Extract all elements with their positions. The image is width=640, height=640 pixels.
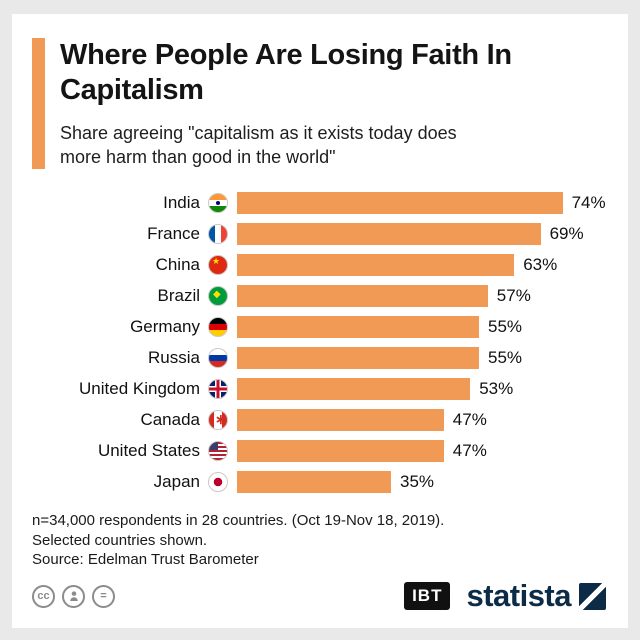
chart-row: Russia 55% (32, 342, 606, 373)
country-label: Brazil (157, 285, 200, 305)
chart-subtitle: Share agreeing "capitalism as it exists … (60, 122, 457, 168)
attribution-person-icon (62, 584, 85, 608)
country-label: Germany (130, 316, 200, 336)
japan-flag-icon (208, 471, 228, 492)
bar (237, 439, 444, 462)
note-line-1: n=34,000 respondents in 28 countries. (O… (32, 512, 445, 530)
united-kingdom-flag-icon (208, 378, 228, 399)
value-label: 69% (549, 223, 584, 243)
bar (237, 377, 471, 400)
country-label: China (155, 254, 200, 274)
source-line: Source: Edelman Trust Barometer (32, 551, 259, 569)
header: Where People Are Losing Faith In Capital… (32, 38, 606, 170)
note-line-2: Selected countries shown. (32, 531, 208, 549)
chart-row: India 74% (32, 187, 606, 218)
bar (237, 408, 444, 431)
canada-flag-icon (208, 409, 228, 430)
bar (237, 346, 479, 369)
country-label: United Kingdom (79, 378, 200, 398)
accent-bar (32, 38, 45, 170)
cc-icon: cc (32, 584, 55, 608)
bar (237, 191, 563, 214)
russia-flag-icon (208, 347, 228, 368)
value-label: 63% (523, 254, 558, 274)
country-label: France (147, 223, 200, 243)
value-label: 35% (400, 471, 435, 491)
united-states-flag-icon (208, 440, 228, 461)
bar (237, 253, 515, 276)
chart-row: Canada 47% (32, 404, 606, 435)
country-label: Russia (148, 347, 200, 367)
china-flag-icon (208, 254, 228, 275)
statista-wordmark: statista (466, 578, 571, 613)
equals-icon: = (92, 584, 115, 608)
france-flag-icon (208, 223, 228, 244)
value-label: 55% (488, 316, 523, 336)
bar (237, 315, 479, 338)
statista-logo-icon (579, 582, 606, 610)
value-label: 53% (479, 378, 514, 398)
chart-row: United Kingdom 53% (32, 373, 606, 404)
value-label: 57% (496, 285, 531, 305)
bar-chart: India 74% France 69% China 63% Brazil 57% German… (32, 187, 606, 497)
chart-row: China 63% (32, 249, 606, 280)
germany-flag-icon (208, 316, 228, 337)
country-label: Canada (140, 409, 200, 429)
infographic-card: Where People Are Losing Faith In Capital… (12, 14, 628, 628)
india-flag-icon (208, 192, 228, 213)
country-label: India (163, 192, 200, 212)
branding: IBT statista (404, 578, 606, 614)
value-label: 47% (452, 409, 487, 429)
bar (237, 222, 541, 245)
country-label: United States (97, 440, 200, 460)
chart-row: Germany 55% (32, 311, 606, 342)
brazil-flag-icon (208, 285, 228, 306)
bar (237, 470, 391, 493)
ibt-logo: IBT (404, 582, 451, 610)
page-title: Where People Are Losing Faith In Capital… (60, 39, 512, 107)
cc-license-group: cc = (32, 584, 122, 608)
value-label: 47% (452, 440, 487, 460)
chart-row: Japan 35% (32, 466, 606, 497)
value-label: 55% (488, 347, 523, 367)
chart-row: United States 47% (32, 435, 606, 466)
chart-row: Brazil 57% (32, 280, 606, 311)
bar (237, 284, 488, 307)
value-label: 74% (571, 192, 606, 212)
country-label: Japan (153, 471, 200, 491)
header-text: Where People Are Losing Faith In Capital… (45, 38, 560, 169)
chart-row: France 69% (32, 218, 606, 249)
footnotes: n=34,000 respondents in 28 countries. (O… (32, 511, 606, 570)
bottom-row: cc = IBT statista (32, 578, 606, 614)
